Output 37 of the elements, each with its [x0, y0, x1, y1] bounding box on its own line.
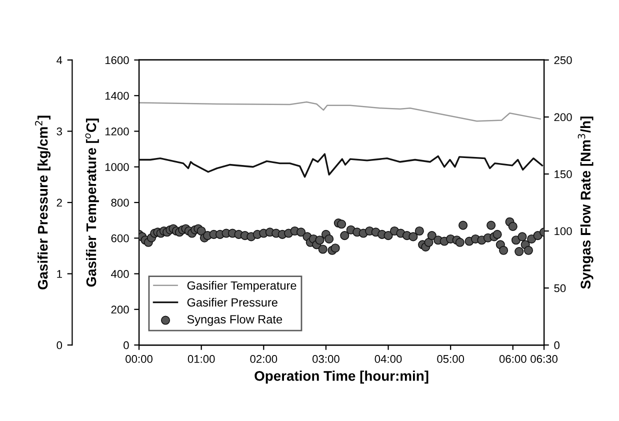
legend-label: Gasifier Temperature — [187, 281, 296, 292]
y-tick-label: 0 — [124, 341, 129, 350]
y2-axis-title: Syngas Flow Rate [Nm$^{3}$/h] — [578, 116, 594, 289]
x-tick-label: 06:30 — [530, 355, 558, 363]
x-tick-label: 03:00 — [312, 355, 340, 363]
y2-tick-label: 100 — [554, 227, 572, 236]
y-tick-label: 1400 — [105, 92, 129, 100]
y-tick-label: 600 — [111, 234, 129, 242]
y-tick-label: 1600 — [105, 56, 129, 64]
x-axis-title: Operation Time [hour:min] — [254, 370, 428, 384]
line-series — [139, 101, 541, 122]
legend-label: Gasifier Pressure — [187, 298, 278, 307]
y3-axis-title: Gasifier Pressure [kg/cm$^{2}$] — [35, 116, 51, 290]
y3-tick-label: 4 — [56, 56, 62, 64]
y2-tick-label: 0 — [554, 341, 560, 350]
legend-label: Syngas Flow Rate — [187, 314, 282, 326]
x-tick-label: 06:00 — [499, 355, 526, 363]
y2-tick-label: 50 — [554, 284, 566, 292]
x-tick-label: 04:00 — [374, 355, 402, 363]
y-tick-label: 800 — [111, 198, 129, 207]
y2-tick-label: 200 — [554, 113, 572, 122]
line-series — [139, 153, 544, 178]
y3-tick-label: 0 — [56, 341, 62, 350]
x-tick-label: 02:00 — [250, 355, 278, 363]
y2-tick-label: 250 — [554, 56, 572, 64]
x-tick-label: 00:00 — [126, 355, 152, 363]
x-tick-label: 05:00 — [437, 355, 464, 363]
y3-tick-label: 3 — [56, 128, 62, 136]
x-tick-label: 01:00 — [188, 355, 215, 363]
y3-tick-label: 1 — [57, 270, 62, 278]
y-tick-label: 400 — [111, 270, 129, 278]
y-axis-title: Gasifier Temperature [$^{o}$C] — [85, 118, 99, 287]
y-tick-label: 1200 — [105, 128, 129, 136]
y3-tick-label: 2 — [56, 198, 62, 207]
y2-tick-label: 150 — [554, 170, 572, 178]
y-tick-label: 1000 — [105, 163, 129, 172]
y-tick-label: 200 — [111, 306, 129, 314]
